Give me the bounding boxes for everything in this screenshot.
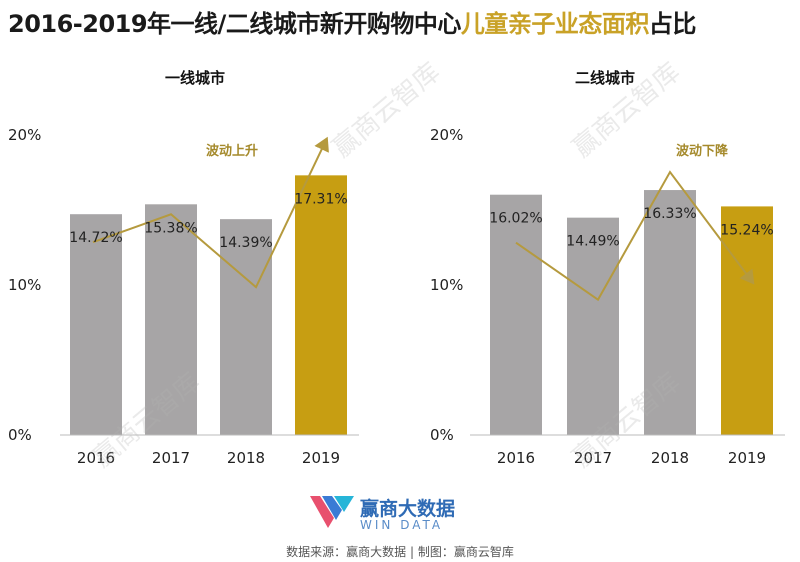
page-title: 2016-2019年一线/二线城市新开购物中心儿童亲子业态面积占比 [8,4,696,39]
bar [721,206,773,435]
bar-chart-tier2: 0% 10% 20% 2016 2017 2018 2019 16.02% 14.49% 16.3… [430,126,785,467]
title-main: 2016-2019年一线/二线城市新开购物中心 [8,10,461,38]
trend-arrow [515,170,755,302]
x-tick-label: 2017 [152,449,190,467]
x-tick-label: 2016 [497,449,535,467]
bar [490,194,542,435]
y-tick-label: 0% [8,426,32,444]
data-source-note: 数据来源：赢商大数据 | 制图：赢商云智库 [286,545,514,559]
logo-mark-icon [310,496,354,528]
bar [70,214,122,435]
chart-panel-tier1: 一线城市 0% 10% 20% 2016 2017 2018 2019 14.72% 15.38… [0,55,390,475]
data-label: 17.31% [294,191,347,207]
data-label: 16.33% [643,206,696,222]
x-tick-label: 2019 [302,449,340,467]
x-tick-label: 2017 [574,449,612,467]
bar [145,204,197,435]
y-tick-label: 10% [430,276,463,294]
x-tick-label: 2016 [77,449,115,467]
data-label: 15.38% [144,220,197,236]
title-tail: 占比 [648,10,697,38]
data-label: 14.39% [219,235,272,251]
data-label: 14.49% [566,234,619,250]
y-tick-label: 0% [430,426,454,444]
bar [220,219,272,435]
chart-title-tier1: 一线城市 [164,69,225,87]
y-tick-label: 20% [8,126,41,144]
chart-panel-tier2: 二线城市 0% 10% 20% 2016 2017 2018 2019 16.02% 14.49… [410,55,800,475]
bar [567,217,619,435]
data-label: 15.24% [720,222,773,238]
trend-annotation: 波动下降 [676,143,729,159]
bar [644,190,696,435]
logo-text-cn: 赢商大数据 [360,498,456,520]
y-tick-label: 20% [430,126,463,144]
x-tick-label: 2018 [651,449,689,467]
y-tick-label: 10% [8,276,41,294]
data-label: 16.02% [489,211,542,227]
chart-title-tier2: 二线城市 [574,69,635,87]
title-highlight: 儿童亲子业态面积 [460,10,650,38]
win-data-logo: 赢商大数据 WIN DATA [308,492,508,538]
data-label: 14.72% [69,230,122,246]
logo-text-en: WIN DATA [360,518,444,532]
trend-annotation: 波动上升 [206,143,258,159]
trend-arrow [92,136,329,289]
x-tick-label: 2018 [227,449,265,467]
bar-chart-tier1: 0% 10% 20% 2016 2017 2018 2019 14.72% 15.38% 14.3… [8,126,359,467]
bar [295,175,347,435]
x-tick-label: 2019 [728,449,766,467]
